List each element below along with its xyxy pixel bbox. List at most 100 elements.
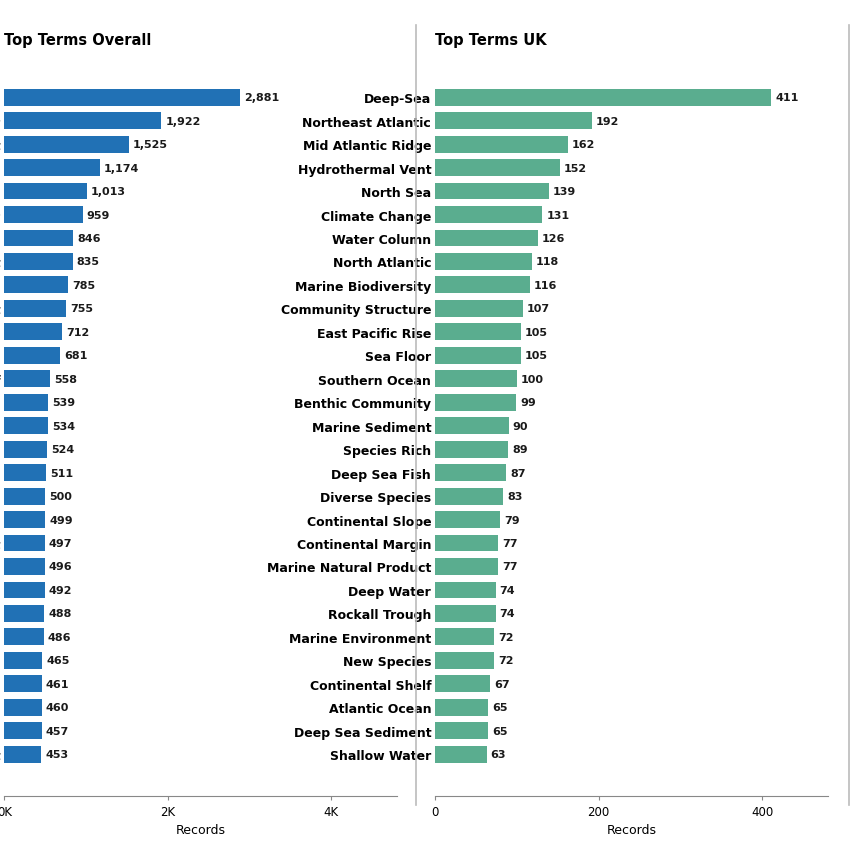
Text: 1,013: 1,013 <box>91 187 126 197</box>
Text: 192: 192 <box>596 116 619 127</box>
Text: 1,525: 1,525 <box>133 140 168 150</box>
Bar <box>435 90 771 107</box>
Text: 105: 105 <box>524 327 548 338</box>
Text: 65: 65 <box>492 726 507 736</box>
Bar <box>4 324 62 341</box>
Text: 162: 162 <box>571 140 594 150</box>
Bar <box>435 394 516 412</box>
Bar <box>435 676 490 692</box>
Bar <box>4 113 161 130</box>
Text: 77: 77 <box>502 562 517 572</box>
Text: 511: 511 <box>50 468 73 478</box>
Bar <box>435 605 495 623</box>
Text: 105: 105 <box>524 351 548 361</box>
Text: 461: 461 <box>46 679 70 689</box>
Text: 79: 79 <box>503 515 519 525</box>
Bar <box>4 582 45 598</box>
Text: 460: 460 <box>46 703 69 712</box>
Bar <box>435 113 592 130</box>
Text: 411: 411 <box>774 93 797 103</box>
Text: 72: 72 <box>498 655 513 666</box>
Text: 496: 496 <box>49 562 72 572</box>
Bar <box>4 90 239 107</box>
Text: 100: 100 <box>520 375 543 384</box>
Bar <box>435 511 499 529</box>
Bar <box>435 207 542 224</box>
Text: 65: 65 <box>492 703 507 712</box>
Text: Top Terms Overall: Top Terms Overall <box>4 33 152 48</box>
Bar <box>4 394 48 412</box>
Text: 67: 67 <box>493 679 509 689</box>
Bar <box>435 137 567 153</box>
Bar <box>4 605 44 623</box>
Bar <box>4 277 68 294</box>
Bar <box>435 324 521 341</box>
Bar <box>4 183 87 201</box>
Bar <box>4 465 46 481</box>
Bar <box>4 559 45 575</box>
Text: 1,922: 1,922 <box>165 116 201 127</box>
Bar <box>4 230 73 247</box>
Text: 835: 835 <box>77 257 99 267</box>
Text: 497: 497 <box>49 538 72 548</box>
Bar <box>4 511 45 529</box>
Text: 785: 785 <box>72 281 96 290</box>
Text: 755: 755 <box>70 304 93 314</box>
Bar <box>435 488 503 505</box>
Bar <box>435 559 498 575</box>
Text: Top Terms UK: Top Terms UK <box>435 33 546 48</box>
Bar <box>4 300 66 318</box>
Text: 118: 118 <box>535 257 558 267</box>
Text: 959: 959 <box>86 210 110 220</box>
Text: 465: 465 <box>46 655 70 666</box>
Bar <box>4 137 129 153</box>
Text: 500: 500 <box>49 492 71 501</box>
Bar <box>4 371 50 387</box>
Text: 457: 457 <box>46 726 69 736</box>
Bar <box>4 535 45 552</box>
Bar <box>435 254 531 270</box>
Bar <box>4 441 47 458</box>
Text: 681: 681 <box>64 351 87 361</box>
Text: 524: 524 <box>51 444 74 455</box>
Text: 83: 83 <box>506 492 522 501</box>
Text: 107: 107 <box>526 304 549 314</box>
Text: 131: 131 <box>546 210 569 220</box>
Bar <box>435 183 548 201</box>
Bar <box>4 629 44 646</box>
Text: 534: 534 <box>52 421 75 431</box>
Bar <box>435 629 493 646</box>
Text: 486: 486 <box>48 632 71 642</box>
Bar <box>4 160 100 177</box>
Text: 74: 74 <box>499 585 515 595</box>
Text: 139: 139 <box>552 187 575 197</box>
Text: 2,881: 2,881 <box>244 93 279 103</box>
Bar <box>4 254 72 270</box>
Bar <box>435 722 488 740</box>
Bar <box>435 746 486 763</box>
Bar <box>435 465 505 481</box>
Text: 90: 90 <box>512 421 528 431</box>
Text: 126: 126 <box>542 233 565 244</box>
Text: 116: 116 <box>534 281 557 290</box>
Bar <box>435 582 495 598</box>
Text: 74: 74 <box>499 609 515 619</box>
Text: 488: 488 <box>48 609 71 619</box>
Bar <box>435 230 537 247</box>
Text: 1,174: 1,174 <box>104 164 139 173</box>
Text: 87: 87 <box>510 468 525 478</box>
Bar <box>435 371 517 387</box>
Bar <box>4 652 42 669</box>
Bar <box>435 441 507 458</box>
Bar <box>435 535 498 552</box>
Text: 152: 152 <box>563 164 585 173</box>
Bar <box>4 722 41 740</box>
X-axis label: Records: Records <box>175 822 226 835</box>
Bar <box>4 418 48 435</box>
Text: 558: 558 <box>53 375 77 384</box>
Text: 539: 539 <box>53 398 75 408</box>
Bar <box>435 699 488 715</box>
Bar <box>4 207 83 224</box>
Text: 72: 72 <box>498 632 513 642</box>
Bar <box>4 746 41 763</box>
